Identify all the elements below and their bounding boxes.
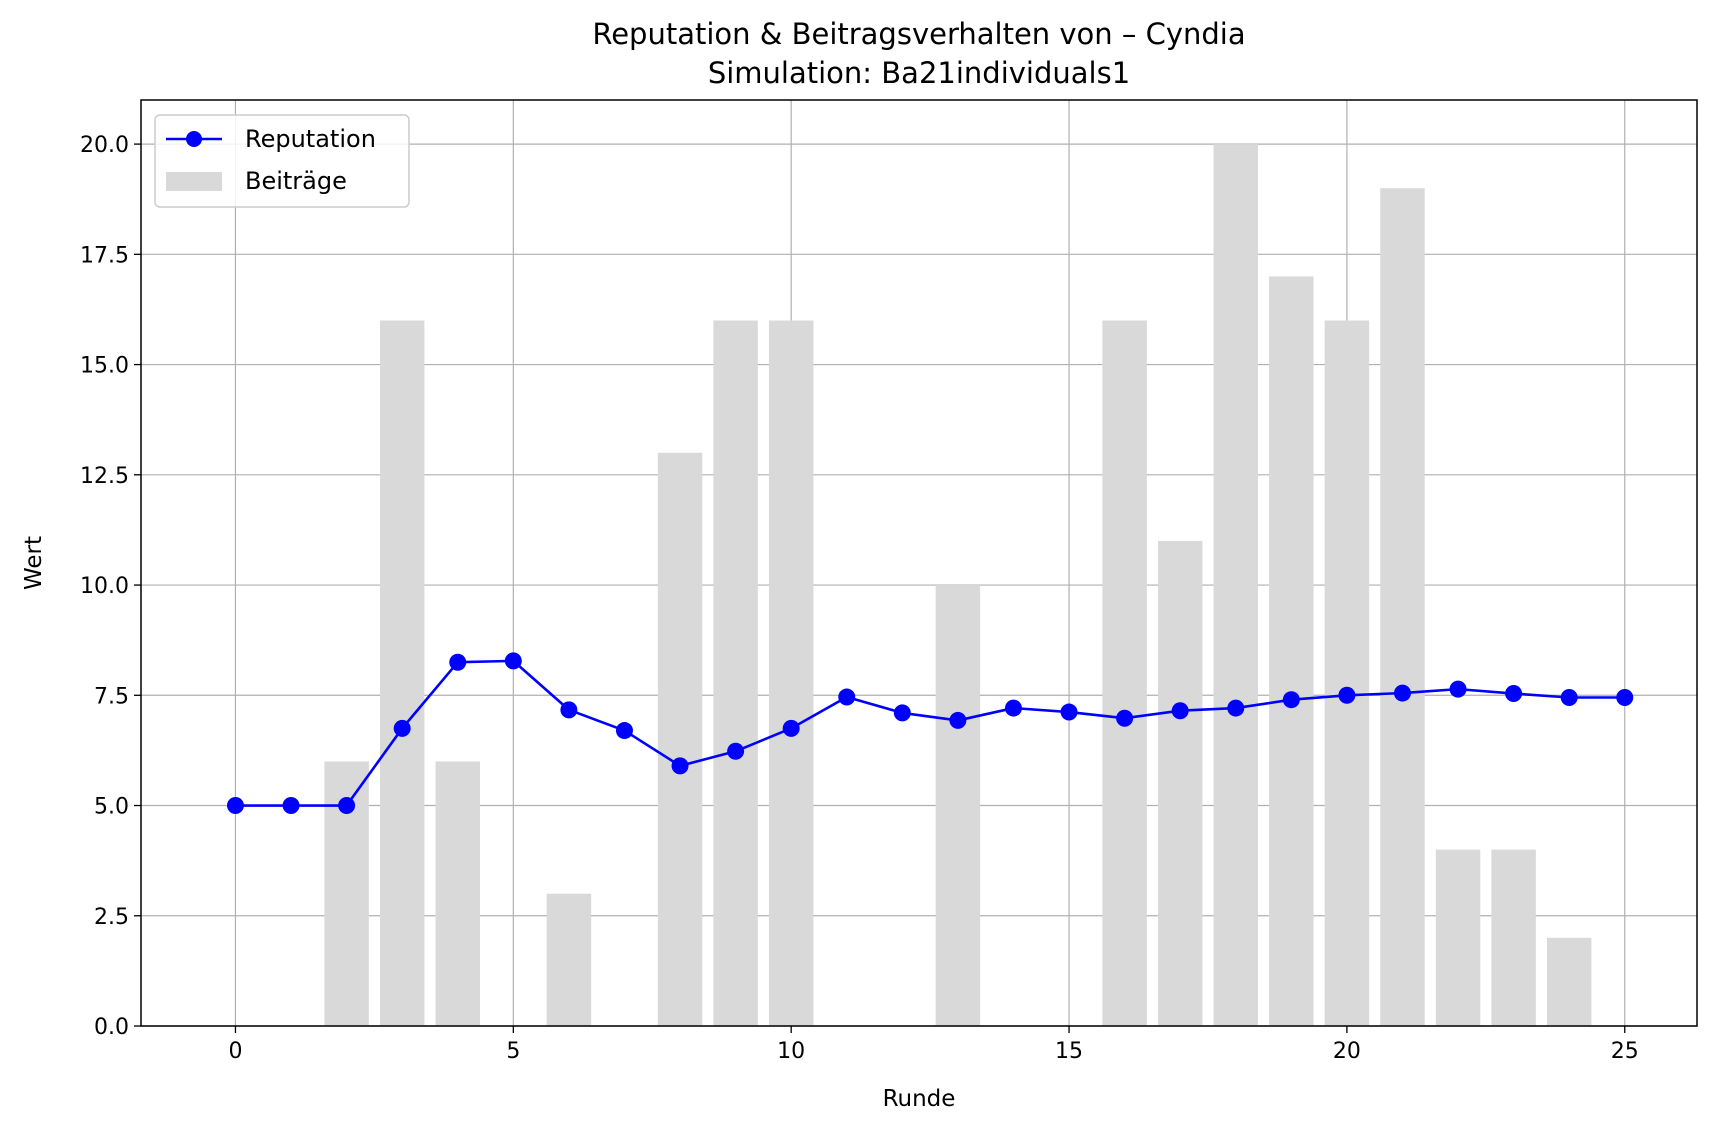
bar (657, 452, 703, 1026)
reputation-point (671, 757, 689, 775)
legend-label-reputation: Reputation (245, 125, 376, 153)
bar (1491, 849, 1536, 1026)
x-axis-ticks: 0 5 10 15 20 25 (228, 1026, 1639, 1064)
reputation-point (1338, 686, 1356, 704)
reputation-point (338, 797, 356, 815)
reputation-point (449, 653, 467, 671)
bar (1102, 320, 1147, 1026)
bar-series (324, 144, 1592, 1027)
reputation-point (949, 711, 967, 729)
y-axis-label: Wert (21, 536, 47, 590)
reputation-point (1616, 688, 1634, 706)
reputation-point (560, 701, 578, 719)
reputation-point (1116, 709, 1134, 727)
reputation-point (1393, 684, 1411, 702)
bar (379, 320, 425, 1026)
y-tick-label: 15.0 (80, 354, 129, 379)
x-tick-label: 25 (1611, 1039, 1639, 1064)
reputation-point (504, 652, 522, 670)
chart-title: Reputation & Beitragsverhalten von – Cyn… (592, 17, 1245, 51)
reputation-point (893, 704, 911, 722)
reputation-point (615, 722, 633, 740)
y-tick-label: 7.5 (94, 684, 129, 709)
x-tick-label: 5 (506, 1039, 520, 1064)
reputation-point (282, 797, 300, 815)
legend: Reputation Beiträge (154, 114, 410, 208)
y-tick-label: 10.0 (80, 574, 129, 599)
bar (1269, 276, 1314, 1026)
bar (1157, 540, 1203, 1026)
legend-label-beitraege: Beiträge (245, 167, 347, 195)
reputation-point (1560, 688, 1578, 706)
bar (1380, 188, 1425, 1026)
y-tick-label: 17.5 (80, 243, 129, 268)
reputation-point (1282, 691, 1300, 709)
x-tick-label: 20 (1333, 1039, 1361, 1064)
reputation-point (1004, 699, 1022, 717)
bar (1324, 320, 1370, 1026)
x-tick-label: 10 (777, 1039, 805, 1064)
bar (1546, 937, 1592, 1026)
x-tick-label: 0 (228, 1039, 242, 1064)
bar (1435, 849, 1481, 1026)
reputation-point (1227, 699, 1245, 717)
legend-marker-swatch (186, 131, 202, 147)
y-tick-label: 2.5 (94, 905, 129, 930)
reputation-line (235, 659, 1625, 807)
y-axis-ticks: 0.0 2.5 5.0 7.5 10.0 12.5 15.0 17.5 20.0 (80, 133, 141, 1040)
reputation-point (226, 797, 244, 815)
chart-subtitle: Simulation: Ba21individuals1 (708, 56, 1130, 90)
y-tick-label: 0.0 (94, 1015, 129, 1040)
reputation-point (1505, 685, 1523, 703)
reputation-point (393, 719, 411, 737)
y-tick-label: 12.5 (80, 464, 129, 489)
plot-frame (140, 99, 1698, 1027)
y-tick-label: 5.0 (94, 795, 129, 820)
bar (935, 585, 981, 1026)
bar (768, 320, 814, 1026)
bar (1213, 144, 1258, 1027)
x-tick-label: 15 (1055, 1039, 1083, 1064)
x-axis-label: Runde (883, 1086, 956, 1112)
bar (546, 893, 592, 1026)
y-tick-label: 20.0 (80, 133, 129, 158)
legend-bar-swatch (166, 172, 222, 191)
reputation-point (838, 688, 856, 706)
reputation-point (1449, 680, 1467, 698)
reputation-point (727, 742, 745, 760)
bar (713, 320, 758, 1026)
reputation-point (782, 719, 800, 737)
reputation-point (1060, 703, 1078, 721)
reputation-point (1171, 702, 1189, 720)
bar (435, 761, 480, 1026)
line-series (226, 652, 1634, 815)
